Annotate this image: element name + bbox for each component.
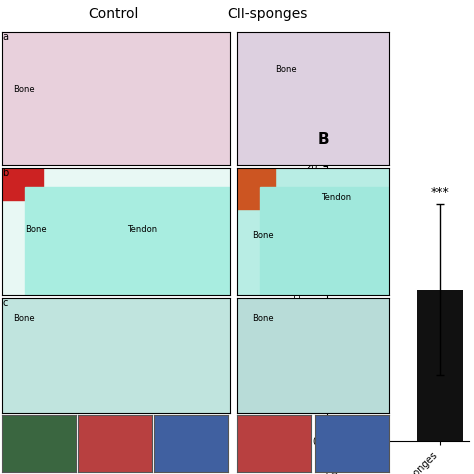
Text: Bone: Bone — [275, 65, 297, 74]
Text: CII-sponges: CII-sponges — [228, 7, 308, 21]
Text: c: c — [2, 298, 8, 308]
Text: Bone: Bone — [252, 231, 274, 240]
Text: Bone: Bone — [252, 314, 274, 323]
Bar — [2, 168, 43, 200]
Bar — [25, 187, 230, 295]
Text: Tendon: Tendon — [320, 193, 351, 202]
Text: Tendon: Tendon — [128, 225, 157, 234]
Text: Bone: Bone — [25, 225, 46, 234]
Text: b: b — [2, 168, 9, 178]
Bar — [417, 290, 463, 441]
Text: Control: Control — [89, 7, 139, 21]
Text: B: B — [318, 132, 329, 147]
Text: ***: *** — [430, 186, 449, 199]
Y-axis label: Percentage of fibrocratilage areas/%: Percentage of fibrocratilage areas/% — [293, 215, 303, 392]
Bar — [237, 168, 275, 209]
Bar — [334, 438, 379, 441]
Text: a: a — [2, 32, 9, 42]
Text: Bone: Bone — [13, 85, 35, 94]
Bar — [260, 187, 389, 295]
Text: Bone: Bone — [13, 314, 35, 323]
